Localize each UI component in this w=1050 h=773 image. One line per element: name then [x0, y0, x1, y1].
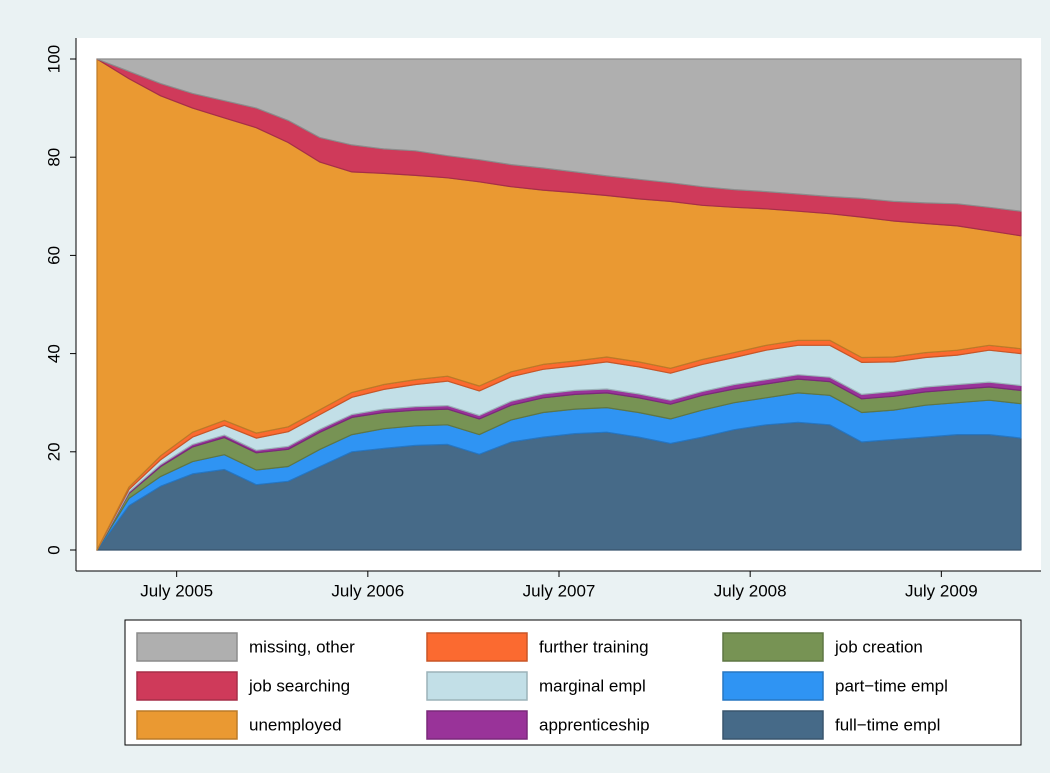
legend [124, 619, 1022, 746]
legend-label: unemployed [249, 715, 342, 734]
legend-swatch [426, 671, 528, 701]
y-tick-label: 20 [44, 442, 63, 461]
legend-swatch [136, 632, 238, 662]
legend-swatch [136, 710, 238, 740]
legend-swatch [136, 671, 238, 701]
x-tick-label: July 2007 [523, 581, 596, 600]
legend-swatch [722, 671, 824, 701]
y-tick-label: 40 [44, 344, 63, 363]
legend-swatch [722, 632, 824, 662]
legend-label: job creation [834, 637, 923, 656]
area [96, 58, 1022, 212]
x-tick-label: July 2009 [905, 581, 978, 600]
legend-label: missing, other [249, 637, 355, 656]
legend-label: job searching [248, 676, 350, 695]
legend-label: marginal empl [539, 676, 646, 695]
y-tick-label: 80 [44, 148, 63, 167]
legend-swatch [722, 710, 824, 740]
y-tick-label: 100 [44, 45, 63, 73]
y-tick-label: 0 [44, 545, 63, 554]
legend-label: full−time empl [835, 715, 940, 734]
legend-label: apprenticeship [539, 715, 650, 734]
x-tick-label: July 2006 [331, 581, 404, 600]
x-tick-label: July 2008 [714, 581, 787, 600]
legend-swatch [426, 710, 528, 740]
y-tick-label: 60 [44, 246, 63, 265]
legend-label: part−time empl [835, 676, 948, 695]
legend-swatch [426, 632, 528, 662]
areas [96, 58, 1022, 551]
x-tick-label: July 2005 [140, 581, 213, 600]
legend-label: further training [539, 637, 649, 656]
